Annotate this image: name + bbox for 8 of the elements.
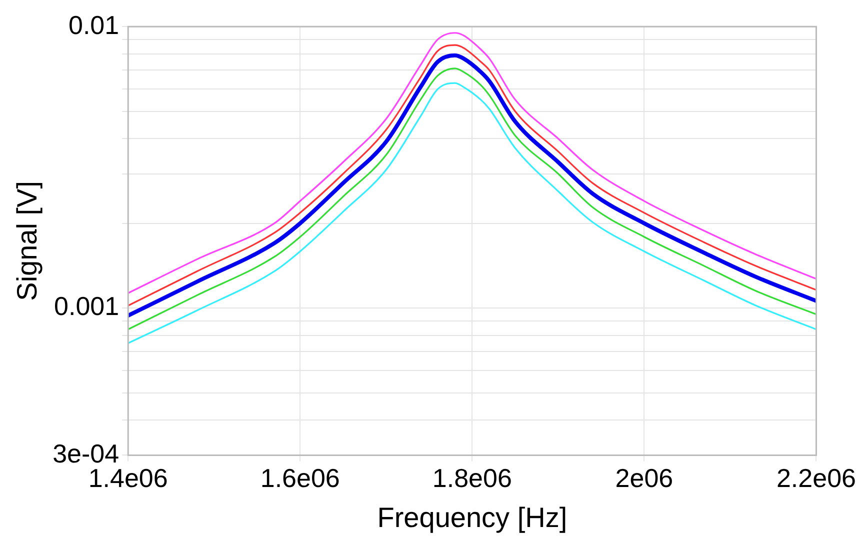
x-tick-label: 1.6e06: [260, 462, 340, 493]
y-axis-title: Signal [V]: [12, 180, 43, 301]
x-axis-title: Frequency [Hz]: [377, 502, 568, 533]
y-tick-label: 0.001: [54, 291, 120, 322]
x-tick-label: 2.2e06: [776, 462, 856, 493]
x-tick-label: 1.8e06: [432, 462, 512, 493]
y-tick-label: 0.01: [68, 10, 120, 40]
x-tick-label: 2e06: [615, 462, 674, 493]
